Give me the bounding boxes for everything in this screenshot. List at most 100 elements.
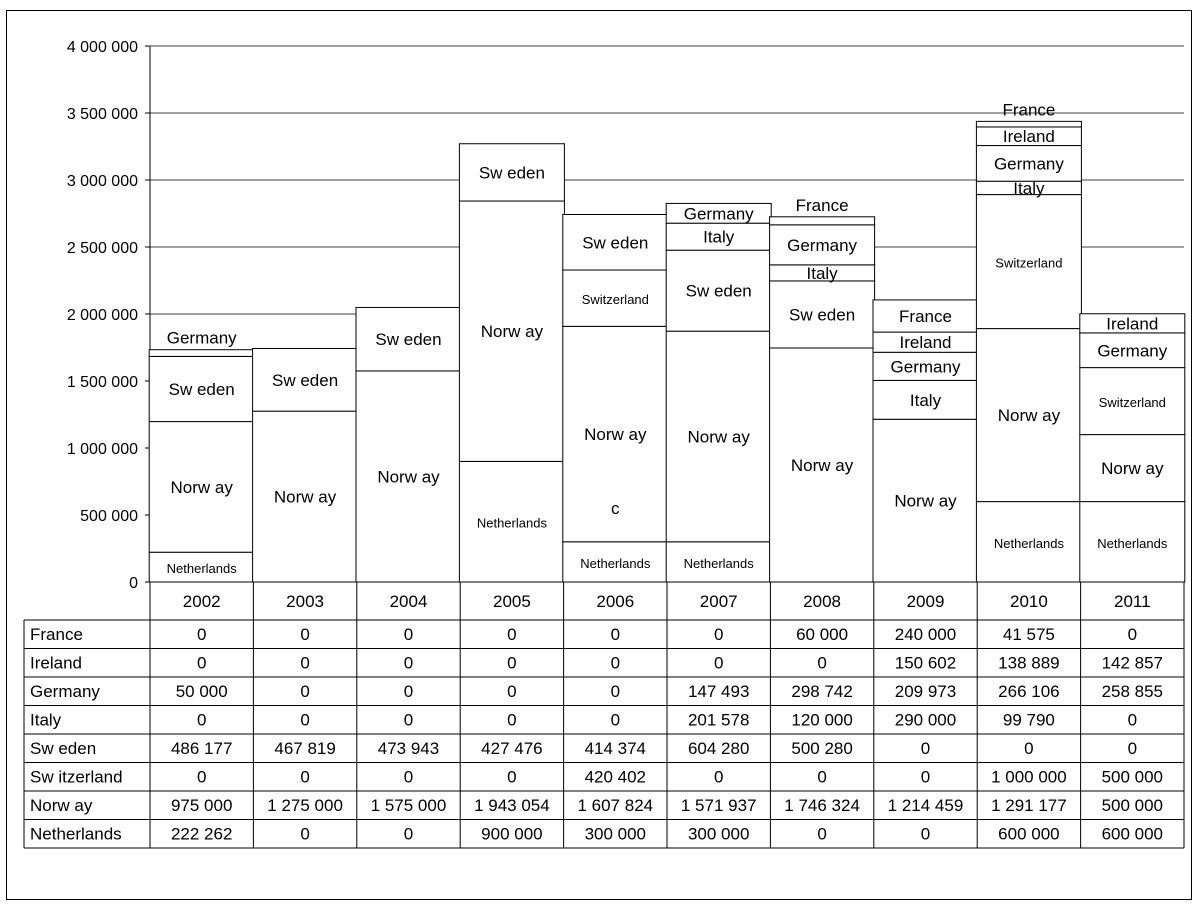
x-tick-label: 2011 (1114, 592, 1151, 611)
x-tick-label: 2009 (907, 592, 945, 611)
segment-label: Sw eden (789, 305, 855, 324)
table-cell: 0 (611, 682, 620, 701)
segment-label: Italy (807, 264, 839, 283)
segment-label: Sw eden (479, 163, 545, 182)
bar-segment (1079, 501, 1186, 583)
segment-label: Sw eden (686, 282, 752, 301)
bar-segment (562, 325, 669, 543)
table-cell: 0 (1024, 739, 1033, 758)
bar-segment (665, 222, 772, 251)
bar-segment (975, 194, 1082, 330)
table-cell: 427 476 (481, 739, 542, 758)
bar-segment (975, 120, 1082, 128)
table-row-header: Germany (30, 682, 100, 701)
table-cell: 1 607 824 (577, 796, 653, 815)
table-cell: 222 262 (171, 825, 232, 844)
y-tick-label: 1 000 000 (67, 441, 138, 458)
segment-label: Netherlands (1097, 536, 1168, 551)
table-cell: 0 (611, 711, 620, 730)
segment-label: Sw eden (272, 371, 338, 390)
segment-labels: Netherlands Norw ay Sw eden Germany Norw ay S… (167, 100, 1168, 576)
table-cell: 0 (1128, 739, 1137, 758)
segment-label: France (796, 196, 849, 215)
table-cell: 300 000 (585, 825, 646, 844)
table-cell: 0 (404, 682, 413, 701)
table-cell: 1 571 937 (681, 796, 757, 815)
bar-segment (872, 351, 979, 381)
bar-segment (355, 370, 462, 583)
table-cell: 0 (921, 825, 930, 844)
x-tick-label: 2010 (1010, 592, 1048, 611)
bar-segment (769, 224, 876, 266)
segment-label: c (611, 499, 620, 518)
table-cell: 99 790 (1003, 711, 1055, 730)
table-cell: 0 (197, 711, 206, 730)
bar-segment (562, 213, 669, 271)
table-cell: 147 493 (688, 682, 749, 701)
x-tick-label: 2008 (803, 592, 841, 611)
segment-label: Switzerland (1099, 395, 1166, 410)
y-tick-label: 3 500 000 (67, 106, 138, 123)
bar-segment (355, 306, 462, 372)
x-tick-label: 2004 (390, 592, 428, 611)
y-tick-label: 2 500 000 (67, 240, 138, 257)
segment-label: Norw ay (791, 456, 854, 475)
table-row-header: France (30, 625, 83, 644)
table-cell: 0 (404, 825, 413, 844)
segment-label: Norw ay (171, 478, 234, 497)
table-cell: 0 (817, 654, 826, 673)
segment-label: Norw ay (377, 467, 440, 486)
bar-segment (975, 328, 1082, 503)
table-cell: 0 (921, 739, 930, 758)
table-cell: 0 (507, 682, 516, 701)
table-cell: 300 000 (688, 825, 749, 844)
table-cell: 290 000 (895, 711, 956, 730)
segment-label: Italy (910, 391, 942, 410)
bar-segment (252, 347, 359, 412)
table-cell: 142 857 (1102, 654, 1163, 673)
table-cell: 0 (714, 625, 723, 644)
table-cell: 1 275 000 (267, 796, 343, 815)
segment-label: Italy (703, 228, 735, 247)
table-cell: 0 (1128, 625, 1137, 644)
table-cell: 0 (404, 654, 413, 673)
table-cell: 201 578 (688, 711, 749, 730)
bar-segment (665, 330, 772, 543)
bar-segment (872, 299, 979, 333)
bar-segment (665, 541, 772, 583)
segment-label: Norw ay (998, 406, 1061, 425)
table-row-header: Netherlands (30, 825, 122, 844)
table-cell: 1 214 459 (888, 796, 964, 815)
segment-label: Netherlands (167, 561, 238, 576)
table-cell: 975 000 (171, 796, 232, 815)
segment-label: Netherlands (580, 556, 651, 571)
table-cell: 0 (300, 768, 309, 787)
table-cell: 0 (611, 625, 620, 644)
bar-segment (872, 379, 979, 420)
table-cell: 1 943 054 (474, 796, 550, 815)
table-cell: 0 (507, 625, 516, 644)
segment-label: Norw ay (1101, 459, 1164, 478)
table-cell: 0 (921, 768, 930, 787)
table-cell: 0 (300, 711, 309, 730)
table-cell: 0 (507, 768, 516, 787)
segment-label: Netherlands (994, 536, 1065, 551)
segment-label: Norw ay (274, 488, 337, 507)
bars (148, 120, 1186, 583)
segment-label: Ireland (1106, 314, 1158, 333)
table-cell: 1 000 000 (991, 768, 1067, 787)
segment-label: Sw eden (582, 233, 648, 252)
table-cell: 604 280 (688, 739, 749, 758)
table-row-header: Sw eden (30, 739, 96, 758)
table-cell: 120 000 (791, 711, 852, 730)
table-cell: 138 889 (998, 654, 1059, 673)
segment-label: Switzerland (995, 256, 1062, 271)
table-cell: 414 374 (585, 739, 646, 758)
bar-segment (769, 280, 876, 349)
segment-label: Norw ay (584, 425, 647, 444)
table-cell: 0 (817, 768, 826, 787)
table-row-header: Sw itzerland (30, 768, 123, 787)
bar-segment (1079, 367, 1186, 436)
segment-label: Germany (787, 236, 857, 255)
